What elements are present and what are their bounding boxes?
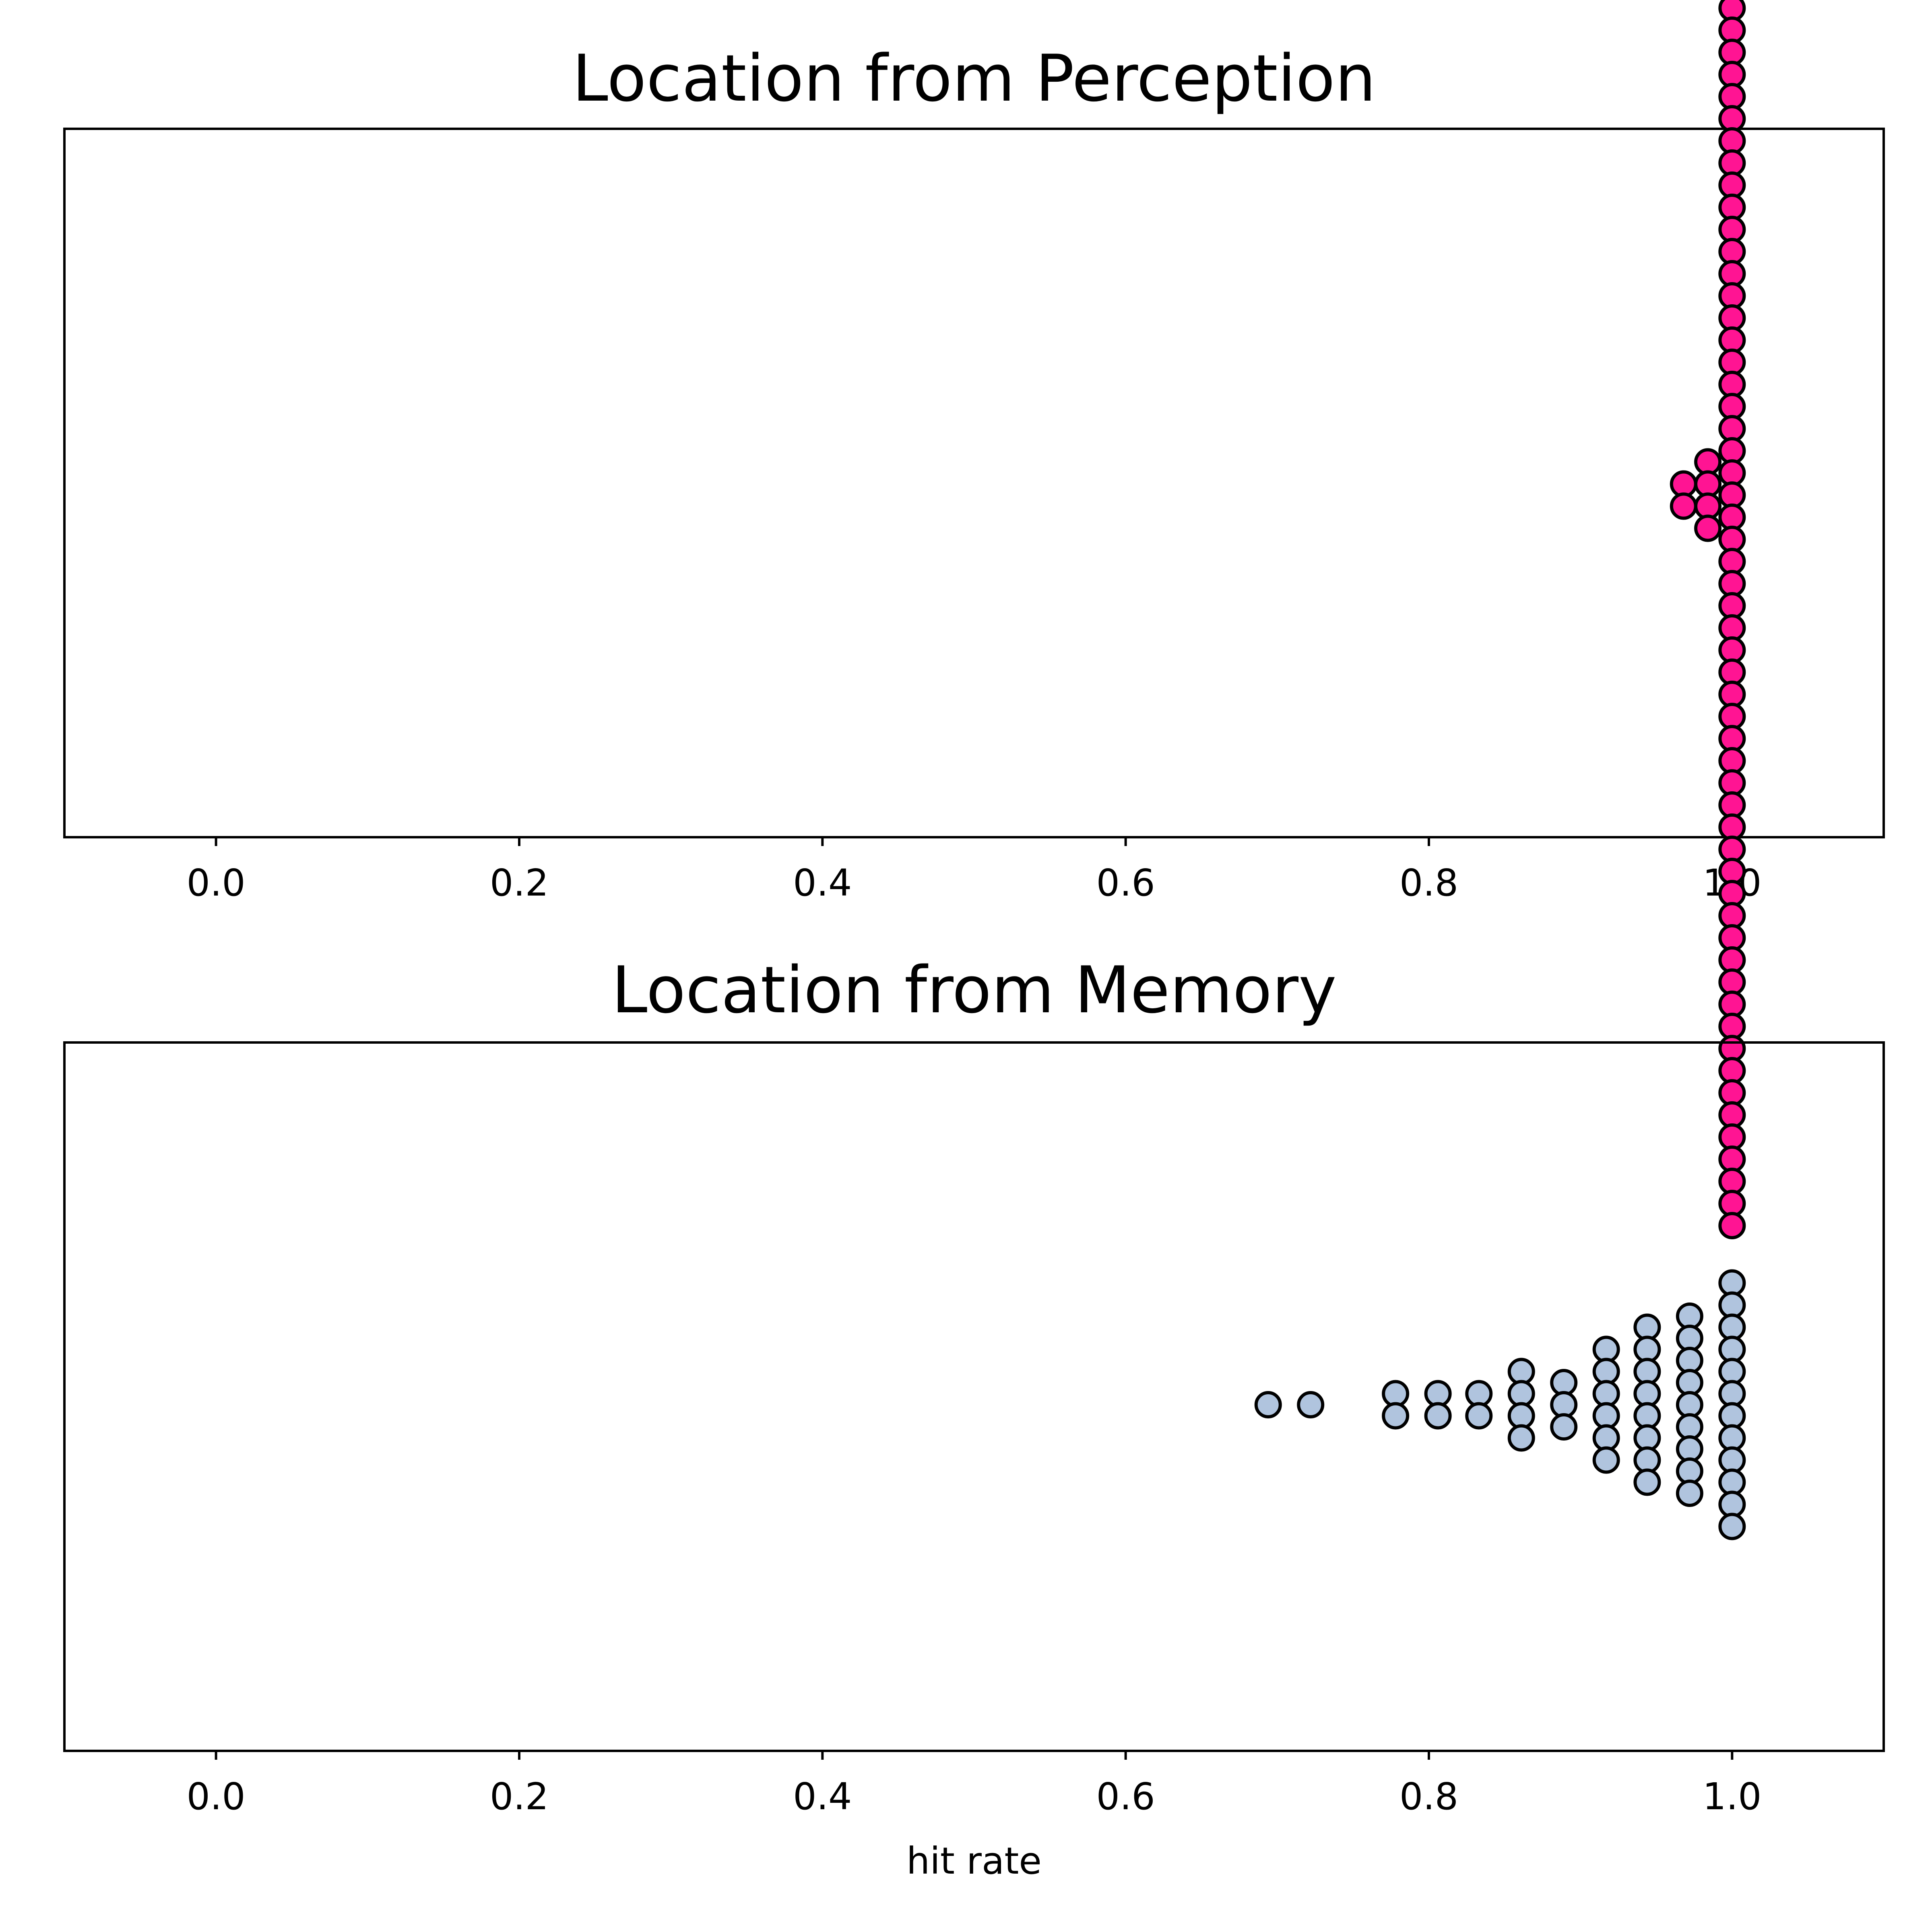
- memory-data-point-28: [1633, 1468, 1661, 1496]
- perception-x-tick-label-2: 0.4: [793, 861, 852, 904]
- perception-points: [1670, 0, 1746, 1239]
- perception-x-tick-label-1: 0.2: [490, 861, 549, 904]
- memory-x-tick-label-5: 1.0: [1703, 1775, 1761, 1818]
- memory-x-tick-label-1: 0.2: [490, 1775, 549, 1818]
- perception-x-tick-label-0: 0.0: [187, 861, 246, 904]
- memory-data-point-11: [1507, 1424, 1535, 1452]
- perception-data-point-66: [1718, 1212, 1746, 1239]
- memory-data-point-37: [1676, 1480, 1703, 1507]
- memory-x-axis: 0.0 0.2 0.4 0.6 0.8 1.0: [187, 1751, 1761, 1818]
- memory-x-tick-label-0: 0.0: [187, 1775, 246, 1818]
- perception-panel: Location from Perception 0.0 0.2 0.4 0.6 0.8…: [63, 0, 1885, 1239]
- memory-data-point-14: [1550, 1413, 1578, 1441]
- perception-data-point-70: [1694, 514, 1722, 542]
- memory-data-point-7: [1465, 1402, 1493, 1430]
- memory-panel: Location from Memory 0.0 0.2 0.4 0.6 0.8 1.0 …: [63, 952, 1885, 1882]
- memory-data-point-3: [1382, 1402, 1410, 1430]
- perception-title: Location from Perception: [572, 41, 1376, 116]
- perception-plot-frame: [63, 128, 1885, 838]
- memory-data-point-20: [1592, 1446, 1620, 1474]
- memory-plot-frame: [63, 1041, 1885, 1752]
- memory-x-axis-label: hit rate: [906, 1839, 1042, 1882]
- perception-x-tick-label-4: 0.8: [1399, 861, 1458, 904]
- perception-data-point-72: [1670, 492, 1697, 520]
- memory-points: [1254, 1269, 1746, 1540]
- perception-x-tick-label-3: 0.6: [1096, 861, 1155, 904]
- memory-data-point-1: [1297, 1391, 1325, 1418]
- memory-data-point-0: [1254, 1391, 1282, 1418]
- memory-data-point-49: [1718, 1513, 1746, 1540]
- memory-data-point-5: [1424, 1402, 1452, 1430]
- perception-x-axis: 0.00.20.40.60.81.0: [187, 837, 1761, 904]
- memory-x-tick-label-3: 0.6: [1096, 1775, 1155, 1818]
- memory-x-tick-label-2: 0.4: [793, 1775, 852, 1818]
- memory-title: Location from Memory: [611, 952, 1336, 1028]
- memory-x-tick-label-4: 0.8: [1399, 1775, 1458, 1818]
